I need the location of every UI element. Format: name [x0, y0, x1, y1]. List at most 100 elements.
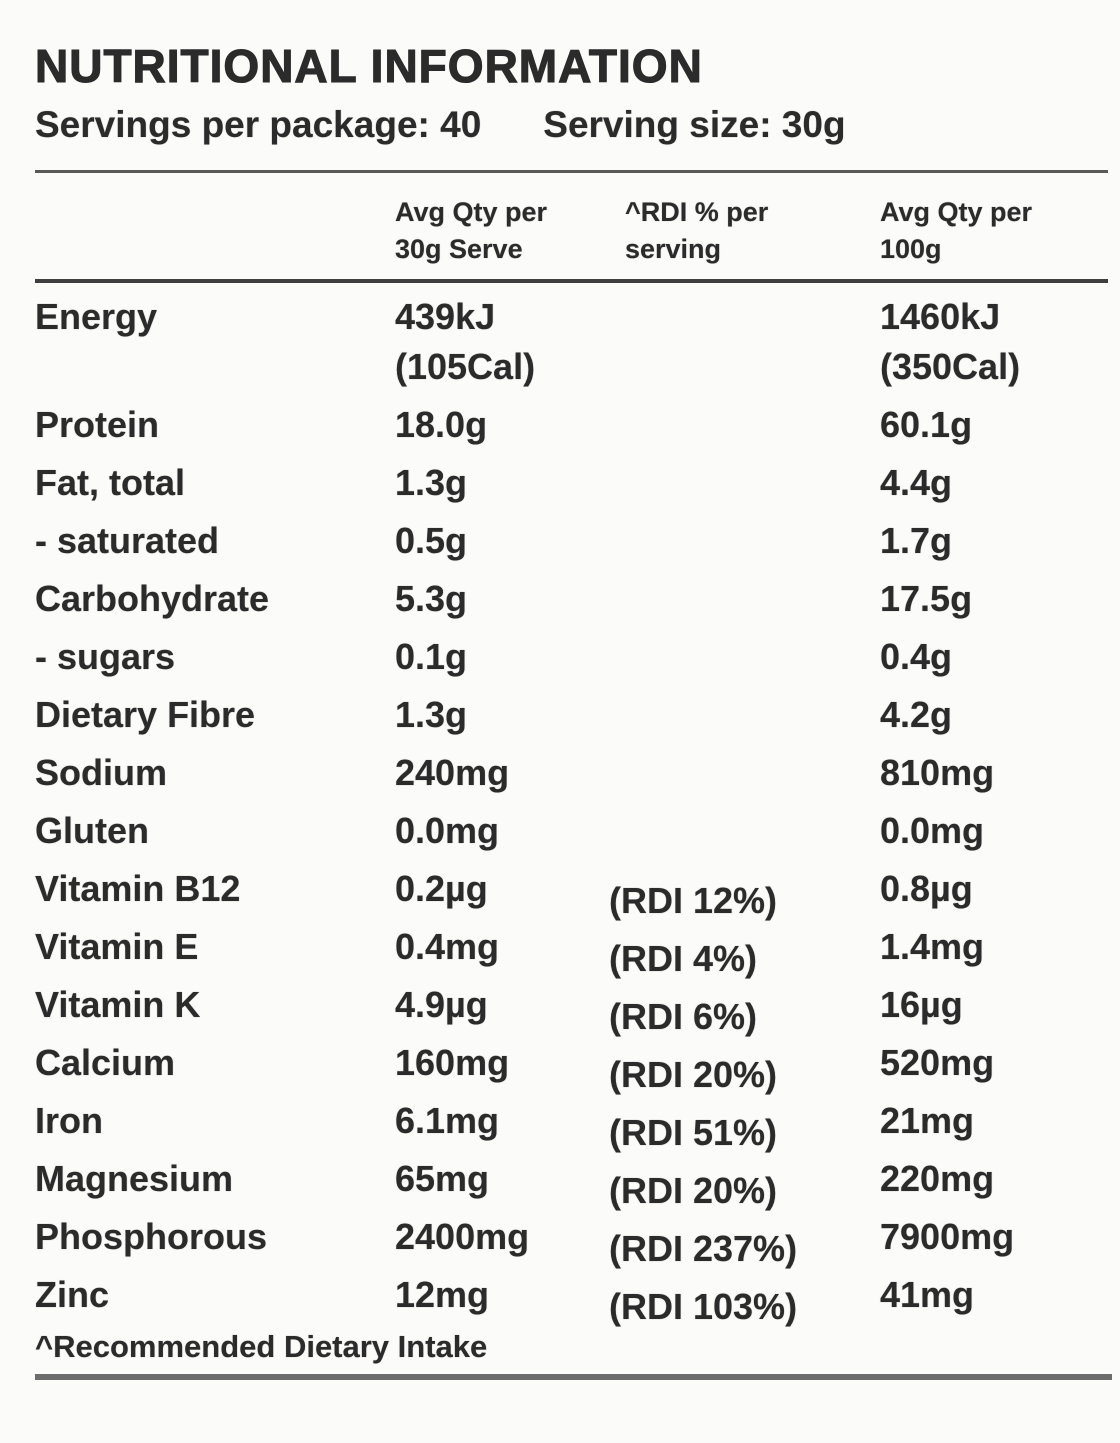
per-100g-value: 1460kJ (350Cal) — [880, 296, 1021, 387]
col-header-rdi-per-serving: ^RDI % per serving — [625, 197, 769, 264]
rdi-percent-value — [609, 644, 880, 694]
per-100g-value: 17.5g — [880, 578, 973, 619]
table-row: - sugars 0.1g 0.4g — [35, 632, 1108, 682]
nutrition-label: NUTRITIONAL INFORMATION Servings per pac… — [0, 40, 1120, 1380]
table-row: Vitamin E 0.4mg (RDI 4%) 1.4mg — [35, 922, 1108, 979]
per-100g-value: 0.0mg — [880, 810, 985, 851]
table-row: Carbohydrate 5.3g 17.5g — [35, 574, 1108, 624]
divider-top — [35, 170, 1108, 173]
rdi-percent-value: (RDI 103%) — [609, 1286, 798, 1327]
per-100g-value: 4.2g — [880, 694, 953, 735]
table-row: Vitamin B12 0.2µg (RDI 12%) 0.8µg — [35, 864, 1108, 921]
nutrient-name: Phosphorous — [35, 1216, 267, 1257]
rdi-percent-value: (RDI 12%) — [609, 880, 778, 921]
rdi-percent-value: (RDI 51%) — [609, 1112, 778, 1153]
nutrient-name: - saturated — [35, 520, 220, 561]
per-serve-value: 160mg — [395, 1042, 510, 1083]
rdi-percent-value — [609, 818, 880, 868]
per-serve-value: 12mg — [395, 1274, 490, 1315]
nutrient-name: Vitamin B12 — [35, 868, 241, 909]
rdi-percent-value — [609, 760, 880, 810]
servings-per-package: Servings per package: 40 — [35, 104, 482, 145]
page-title: NUTRITIONAL INFORMATION — [34, 40, 703, 92]
per-serve-value: 0.0mg — [395, 810, 500, 851]
divider-bottom — [35, 1374, 1112, 1380]
nutrient-name: Protein — [35, 404, 160, 445]
per-100g-value: 60.1g — [880, 404, 973, 445]
table-row: Magnesium 65mg (RDI 20%) 220mg — [35, 1154, 1108, 1211]
rdi-percent-value — [609, 304, 880, 404]
per-100g-value: 1.7g — [880, 520, 953, 561]
per-100g-value: 0.8µg — [880, 868, 973, 909]
nutrient-name: Gluten — [35, 810, 149, 851]
per-serve-value: 4.9µg — [395, 984, 488, 1025]
col-header-qty-per-serve: Avg Qty per 30g Serve — [395, 197, 548, 264]
rdi-percent-value — [609, 586, 880, 636]
table-row: Calcium 160mg (RDI 20%) 520mg — [35, 1038, 1108, 1095]
per-100g-value: 7900mg — [880, 1216, 1015, 1257]
table-row: Protein 18.0g 60.1g — [35, 400, 1108, 450]
nutrition-rows: Energy 439kJ (105Cal) 1460kJ (350Cal) Pr… — [35, 292, 1108, 1327]
per-serve-value: 0.1g — [395, 636, 468, 677]
nutrient-name: Dietary Fibre — [35, 694, 256, 735]
nutrient-name: Energy — [35, 296, 158, 337]
col-header-qty-per-100g: Avg Qty per 100g — [880, 197, 1033, 264]
rdi-percent-value — [609, 702, 880, 752]
table-row: - saturated 0.5g 1.7g — [35, 516, 1108, 566]
table-row: Phosphorous 2400mg (RDI 237%) 7900mg — [35, 1212, 1108, 1269]
per-100g-value: 4.4g — [880, 462, 953, 503]
per-serve-value: 1.3g — [395, 462, 468, 503]
per-serve-value: 1.3g — [395, 694, 468, 735]
per-100g-value: 41mg — [880, 1274, 975, 1315]
table-row: Sodium 240mg 810mg — [35, 748, 1108, 798]
per-serve-value: 240mg — [395, 752, 510, 793]
per-100g-value: 1.4mg — [880, 926, 985, 967]
table-row: Dietary Fibre 1.3g 4.2g — [35, 690, 1108, 740]
per-serve-value: 2400mg — [395, 1216, 530, 1257]
table-row: Zinc 12mg (RDI 103%) 41mg — [35, 1270, 1108, 1327]
nutrient-name: Vitamin K — [35, 984, 201, 1025]
nutrient-name: Zinc — [35, 1274, 110, 1315]
col-header-nutrient — [35, 194, 395, 268]
table-header-row: Avg Qty per 30g Serve ^RDI % per serving… — [35, 194, 1108, 268]
per-100g-value: 520mg — [880, 1042, 995, 1083]
rdi-percent-value: (RDI 20%) — [609, 1170, 778, 1211]
per-serve-value: 5.3g — [395, 578, 468, 619]
footnote: ^Recommended Dietary Intake — [35, 1329, 488, 1364]
nutrient-name: Sodium — [35, 752, 167, 793]
rdi-percent-value: (RDI 6%) — [609, 996, 758, 1037]
per-100g-value: 21mg — [880, 1100, 975, 1141]
nutrient-name: Carbohydrate — [35, 578, 270, 619]
nutrient-name: Vitamin E — [35, 926, 199, 967]
rdi-percent-value: (RDI 237%) — [609, 1228, 798, 1269]
table-row: Vitamin K 4.9µg (RDI 6%) 16µg — [35, 980, 1108, 1037]
per-serve-value: 0.4mg — [395, 926, 500, 967]
per-serve-value: 0.5g — [395, 520, 468, 561]
nutrient-name: Calcium — [35, 1042, 176, 1083]
rdi-percent-value — [609, 470, 880, 520]
table-row: Fat, total 1.3g 4.4g — [35, 458, 1108, 508]
nutrient-name: - sugars — [35, 636, 176, 677]
nutrient-name: Fat, total — [35, 462, 185, 503]
per-serve-value: 18.0g — [395, 404, 488, 445]
rdi-percent-value — [609, 412, 880, 462]
table-row: Energy 439kJ (105Cal) 1460kJ (350Cal) — [35, 292, 1108, 392]
servings-line: Servings per package: 40 Serving size: 3… — [35, 103, 1108, 147]
per-serve-value: 65mg — [395, 1158, 490, 1199]
table-row: Iron 6.1mg (RDI 51%) 21mg — [35, 1096, 1108, 1153]
rdi-percent-value: (RDI 20%) — [609, 1054, 778, 1095]
per-serve-value: 439kJ (105Cal) — [395, 296, 536, 387]
nutrient-name: Iron — [35, 1100, 103, 1141]
per-serve-value: 0.2µg — [395, 868, 488, 909]
rdi-percent-value: (RDI 4%) — [609, 938, 758, 979]
per-100g-value: 220mg — [880, 1158, 995, 1199]
rdi-percent-value — [609, 528, 880, 578]
serving-size: Serving size: 30g — [543, 104, 846, 145]
divider-header — [35, 279, 1108, 283]
per-serve-value: 6.1mg — [395, 1100, 500, 1141]
per-100g-value: 810mg — [880, 752, 995, 793]
nutrient-name: Magnesium — [35, 1158, 234, 1199]
per-100g-value: 0.4g — [880, 636, 953, 677]
per-100g-value: 16µg — [880, 984, 963, 1025]
table-row: Gluten 0.0mg 0.0mg — [35, 806, 1108, 856]
